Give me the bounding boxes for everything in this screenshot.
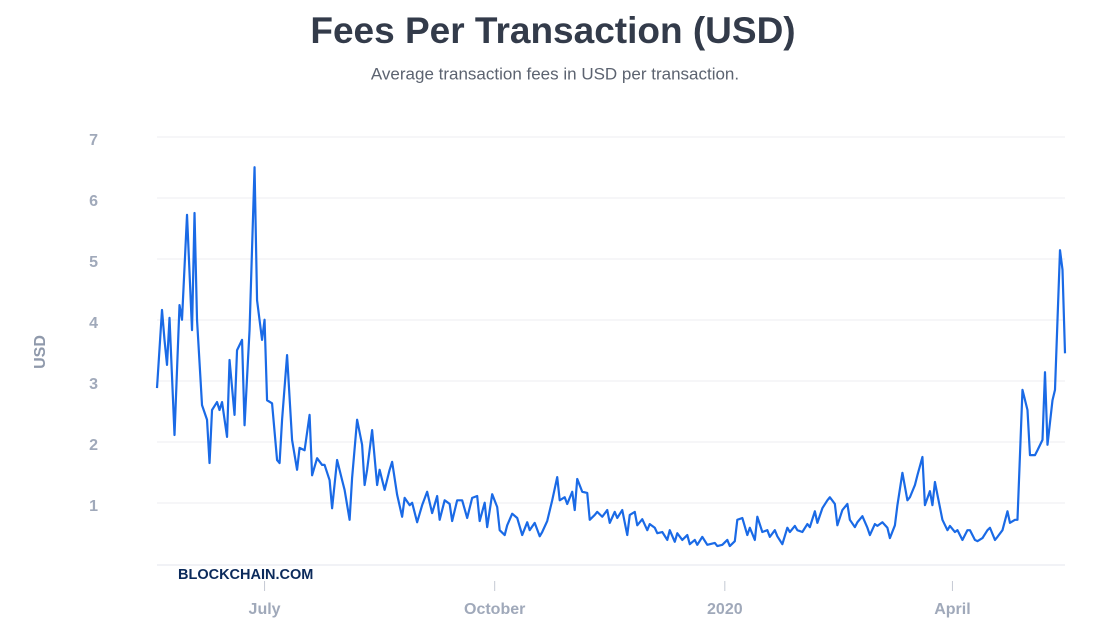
line-series <box>155 166 1067 548</box>
y-tick-label: 1 <box>89 498 98 515</box>
x-tick-label: 2020 <box>707 601 743 618</box>
chart-subtitle: Average transaction fees in USD per tran… <box>371 64 739 83</box>
x-tick-label: April <box>934 601 970 618</box>
y-tick-label: 4 <box>89 315 98 332</box>
y-tick-label: 5 <box>89 254 98 271</box>
x-tick-label: October <box>464 601 525 618</box>
x-tick-label: July <box>249 601 281 618</box>
y-tick-label: 2 <box>89 437 98 454</box>
y-axis-label: USD <box>32 335 49 369</box>
y-tick-label: 6 <box>89 193 98 210</box>
y-tick-label: 3 <box>89 376 98 393</box>
y-tick-label: 7 <box>89 132 98 149</box>
chart-title: Fees Per Transaction (USD) <box>310 10 795 51</box>
watermark: BLOCKCHAIN.COM <box>178 567 313 583</box>
